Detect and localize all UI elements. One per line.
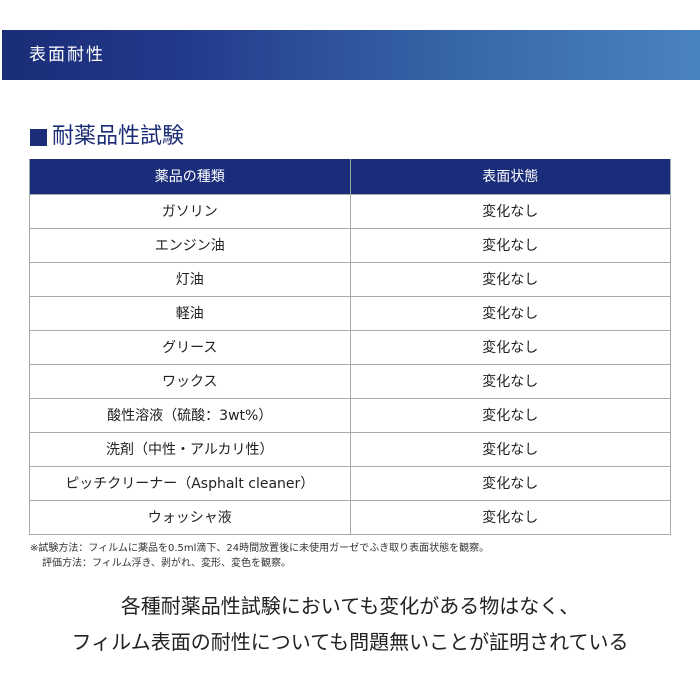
section-title-text: 耐薬品性試験 — [52, 124, 185, 149]
surface-state-cell: 変化なし — [349, 228, 671, 263]
table-row: ウォッシャ液 変化なし — [29, 500, 671, 535]
header-chemical: 薬品の種類 — [29, 159, 351, 195]
chemical-cell: 酸性溶液（硫酸：3wt%） — [29, 398, 351, 433]
note-method: ※試験方法：フィルムに薬品を0.5ml滴下、24時間放置後に未使用ガーゼでふき取… — [30, 543, 490, 554]
chemical-cell: ワックス — [29, 364, 351, 399]
table-row: 洗剤（中性・アルカリ性） 変化なし — [29, 432, 671, 467]
table-row: 酸性溶液（硫酸：3wt%） 変化なし — [29, 398, 671, 433]
table-row: グリース 変化なし — [29, 330, 671, 365]
table-row: 軽油 変化なし — [29, 296, 671, 331]
chemical-cell: ピッチクリーナー（Asphalt cleaner） — [29, 466, 351, 501]
header-surface: 表面状態 — [349, 159, 671, 195]
chemical-cell: 灯油 — [29, 262, 351, 297]
note-evaluation: 評価方法：フィルム浮き、剥がれ、変形、変色を観察。 — [42, 558, 291, 569]
table-row: 灯油 変化なし — [29, 262, 671, 297]
chemical-cell: エンジン油 — [29, 228, 351, 263]
chemical-cell: 洗剤（中性・アルカリ性） — [29, 432, 351, 467]
test-notes: ※試験方法：フィルムに薬品を0.5ml滴下、24時間放置後に未使用ガーゼでふき取… — [30, 541, 700, 571]
table-row: ガソリン 変化なし — [29, 194, 671, 229]
banner-title: 表面耐性 — [29, 45, 105, 65]
conclusion-line-2: フィルム表面の耐性についても問題無いことが証明されている — [71, 630, 629, 654]
surface-state-cell: 変化なし — [349, 466, 671, 501]
chemical-resistance-table: 薬品の種類 表面状態 ガソリン 変化なし エンジン油 変化なし 灯油 変化なし 軽油 変化なしグ… — [29, 159, 671, 535]
section-title: 耐薬品性試験 — [30, 122, 700, 152]
section-banner: 表面耐性 — [2, 30, 700, 80]
surface-state-cell: 変化なし — [349, 194, 671, 229]
surface-state-cell: 変化なし — [349, 262, 671, 297]
conclusion-line-1: 各種耐薬品性試験においても変化がある物はなく、 — [120, 594, 580, 618]
surface-state-cell: 変化なし — [349, 364, 671, 399]
square-bullet-icon — [30, 128, 47, 146]
surface-state-cell: 変化なし — [349, 500, 671, 535]
table-row: ピッチクリーナー（Asphalt cleaner） 変化なし — [29, 466, 671, 501]
surface-state-cell: 変化なし — [349, 330, 671, 365]
table-row: エンジン油 変化なし — [29, 228, 671, 263]
surface-state-cell: 変化なし — [349, 432, 671, 467]
table-row: ワックス 変化なし — [29, 364, 671, 399]
surface-state-cell: 変化なし — [349, 296, 671, 331]
chemical-cell: ウォッシャ液 — [29, 500, 351, 535]
chemical-cell: ガソリン — [29, 194, 351, 229]
chemical-cell: グリース — [29, 330, 351, 365]
chemical-cell: 軽油 — [29, 296, 351, 331]
surface-state-cell: 変化なし — [349, 398, 671, 433]
